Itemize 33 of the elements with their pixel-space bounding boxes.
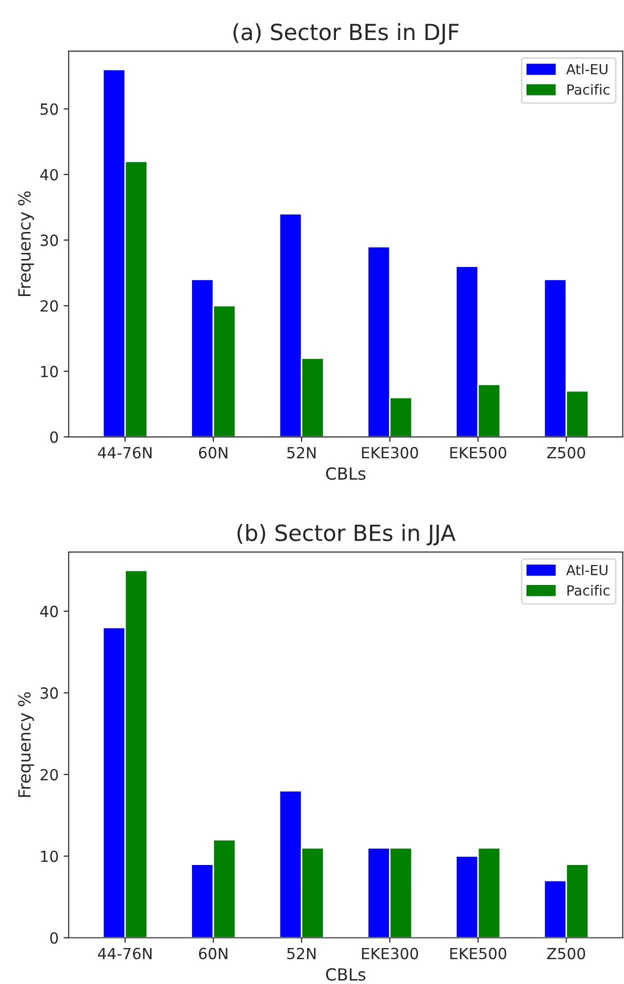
chart-title: (a) Sector BEs in DJF xyxy=(233,23,459,45)
x-tick-label: 44-76N xyxy=(98,948,152,960)
y-tick-label: 10 xyxy=(41,850,58,862)
y-tick-label: 0 xyxy=(50,932,58,944)
x-tick-label: EKE500 xyxy=(450,446,506,458)
y-tick-label: 20 xyxy=(40,300,58,312)
chart-title: (b) Sector BEs in JJA xyxy=(238,524,456,546)
x-axis-title: CBLs xyxy=(326,968,366,981)
legend-label: Pacific xyxy=(567,584,610,596)
legend-label: Atl-EU xyxy=(566,64,608,74)
y-axis-title: Frequency % xyxy=(18,692,34,797)
x-tick-label: 60N xyxy=(198,446,228,458)
x-axis-title: CBLs xyxy=(326,467,366,480)
x-tick-label: 52N xyxy=(287,446,316,458)
x-tick-label: EKE300 xyxy=(362,948,418,960)
y-tick-label: 40 xyxy=(40,168,58,181)
y-tick-label: 30 xyxy=(40,687,58,699)
y-tick-label: 50 xyxy=(40,103,58,115)
y-tick-label: 40 xyxy=(40,606,58,618)
x-tick-label: EKE500 xyxy=(450,948,506,960)
y-tick-label: 0 xyxy=(50,431,58,443)
y-tick-label: 30 xyxy=(40,234,58,246)
legend-label: Pacific xyxy=(567,84,610,95)
x-tick-label: 60N xyxy=(198,948,228,960)
y-axis-title: Frequency % xyxy=(18,191,34,296)
y-tick-label: 10 xyxy=(41,366,58,378)
x-tick-label: Z500 xyxy=(547,948,586,960)
x-tick-label: EKE300 xyxy=(362,446,418,458)
x-tick-label: Z500 xyxy=(547,446,586,458)
legend-label: Atl-EU xyxy=(566,564,608,576)
x-tick-label: 44-76N xyxy=(98,446,152,458)
x-tick-label: 52N xyxy=(287,948,316,960)
y-tick-label: 20 xyxy=(40,768,58,781)
